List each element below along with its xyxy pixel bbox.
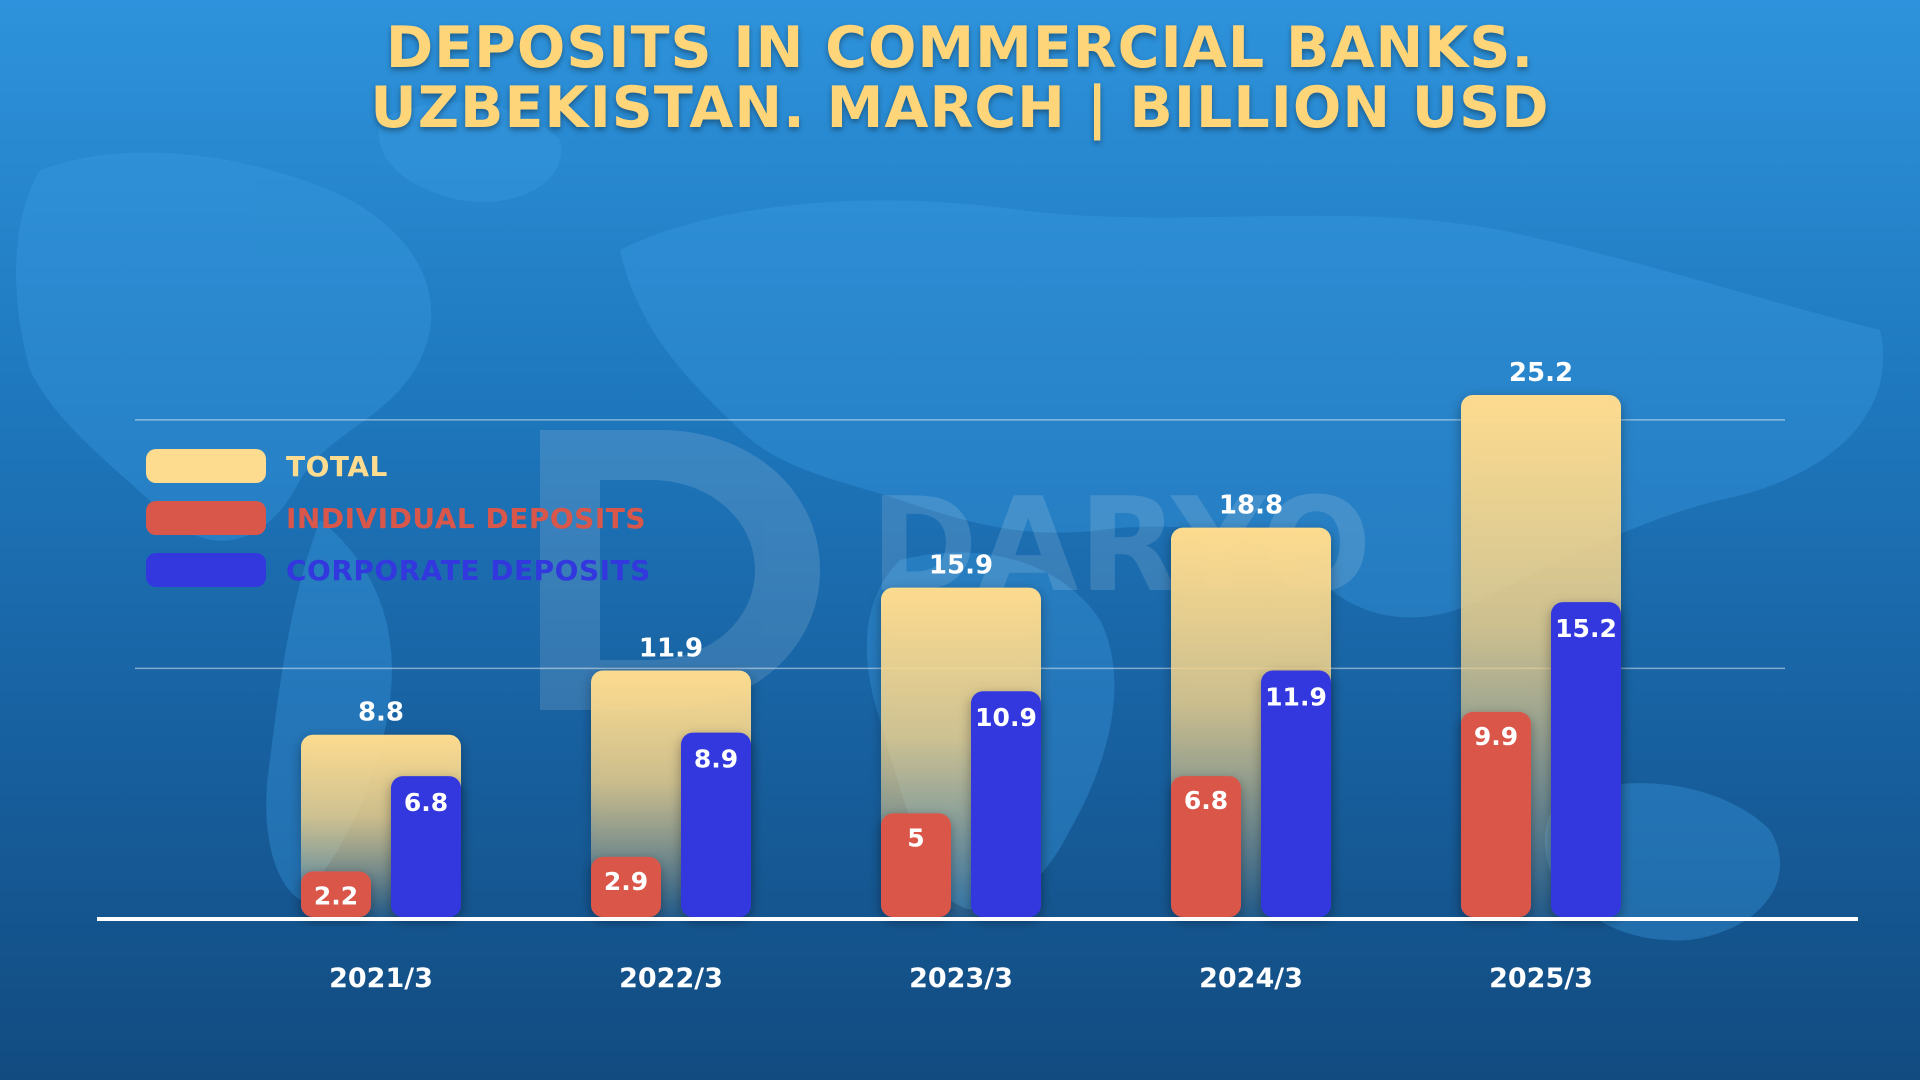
label-individual-2024/3: 6.8: [1184, 786, 1228, 815]
x-tick-label-2023/3: 2023/3: [909, 963, 1013, 994]
bar-individual-2024/3: [1171, 776, 1241, 917]
title-line-1: DEPOSITS IN COMMERCIAL BANKS.: [385, 15, 1535, 81]
x-tick-label-2021/3: 2021/3: [329, 963, 433, 994]
legend-label-corporate: CORPORATE DEPOSITS: [286, 553, 651, 587]
label-individual-2025/3: 9.9: [1474, 722, 1518, 751]
label-total-2024/3: 18.8: [1219, 491, 1283, 521]
bar-corporate-2025/3: [1551, 602, 1621, 917]
title-line-2: UZBEKISTAN. MARCH | BILLION USD: [370, 75, 1550, 141]
label-corporate-2024/3: 11.9: [1265, 683, 1327, 712]
legend-swatch-total: [146, 449, 266, 483]
label-total-2023/3: 15.9: [929, 551, 993, 581]
legend: TOTAL INDIVIDUAL DEPOSITS CORPORATE DEPO…: [146, 440, 651, 596]
label-total-2021/3: 8.8: [358, 698, 404, 728]
legend-label-individual: INDIVIDUAL DEPOSITS: [286, 501, 647, 535]
bar-corporate-2021/3: [391, 776, 461, 917]
label-corporate-2023/3: 10.9: [975, 703, 1037, 732]
bar-corporate-2024/3: [1261, 670, 1331, 917]
bar-corporate-2022/3: [681, 732, 751, 917]
bar-individual-2021/3: [301, 871, 371, 917]
legend-item-corporate: CORPORATE DEPOSITS: [146, 544, 651, 596]
label-corporate-2022/3: 8.9: [694, 745, 738, 774]
x-tick-label-2025/3: 2025/3: [1489, 963, 1593, 994]
bar-individual-2023/3: [881, 813, 951, 917]
x-tick-label-2024/3: 2024/3: [1199, 963, 1303, 994]
x-tick-label-2022/3: 2022/3: [619, 963, 723, 994]
label-individual-2021/3: 2.2: [314, 881, 358, 910]
bar-corporate-2023/3: [971, 691, 1041, 917]
legend-item-individual: INDIVIDUAL DEPOSITS: [146, 492, 651, 544]
label-corporate-2021/3: 6.8: [404, 788, 448, 817]
label-total-2025/3: 25.2: [1509, 358, 1573, 388]
bar-individual-2022/3: [591, 856, 661, 917]
legend-label-total: TOTAL: [286, 449, 388, 483]
legend-item-total: TOTAL: [146, 440, 651, 492]
bar-individual-2025/3: [1461, 711, 1531, 917]
chart-title: DEPOSITS IN COMMERCIAL BANKS. UZBEKISTAN…: [0, 18, 1920, 138]
label-total-2022/3: 11.9: [639, 634, 703, 664]
label-individual-2022/3: 2.9: [604, 867, 648, 896]
label-individual-2023/3: 5: [907, 823, 924, 852]
legend-swatch-corporate: [146, 553, 266, 587]
legend-swatch-individual: [146, 501, 266, 535]
label-corporate-2025/3: 15.2: [1555, 614, 1617, 643]
